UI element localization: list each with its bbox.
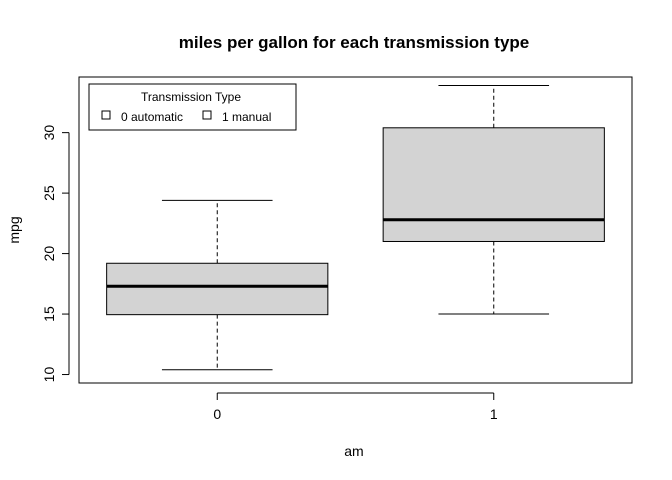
y-tick-label-20: 20 bbox=[41, 246, 57, 262]
y-tick-label-30: 30 bbox=[41, 125, 57, 141]
chart-title: miles per gallon for each transmission t… bbox=[179, 33, 530, 52]
x-tick-label-1: 1 bbox=[490, 406, 498, 422]
box-0 bbox=[106, 199, 329, 371]
legend-label-automatic: 0 automatic bbox=[121, 110, 183, 124]
box-1 bbox=[382, 84, 605, 315]
iqr-box-1 bbox=[382, 127, 605, 242]
boxes-layer bbox=[106, 84, 605, 371]
y-axis: 10 15 20 25 30 bbox=[41, 125, 70, 383]
y-tick-label-10: 10 bbox=[41, 367, 57, 383]
plot-frame bbox=[78, 76, 633, 384]
legend-box bbox=[88, 83, 297, 131]
legend-label-manual: 1 manual bbox=[222, 110, 271, 124]
y-axis-label: mpg bbox=[6, 216, 22, 243]
legend-key-automatic bbox=[101, 110, 111, 120]
iqr-box-0 bbox=[106, 262, 329, 316]
legend: Transmission Type 0 automatic 1 manual bbox=[88, 83, 297, 131]
legend-title: Transmission Type bbox=[141, 90, 241, 104]
y-tick-label-15: 15 bbox=[41, 306, 57, 322]
x-tick-label-0: 0 bbox=[213, 406, 221, 422]
legend-key-manual bbox=[202, 110, 212, 120]
x-axis-label: am bbox=[344, 443, 363, 459]
y-tick-label-25: 25 bbox=[41, 185, 57, 201]
